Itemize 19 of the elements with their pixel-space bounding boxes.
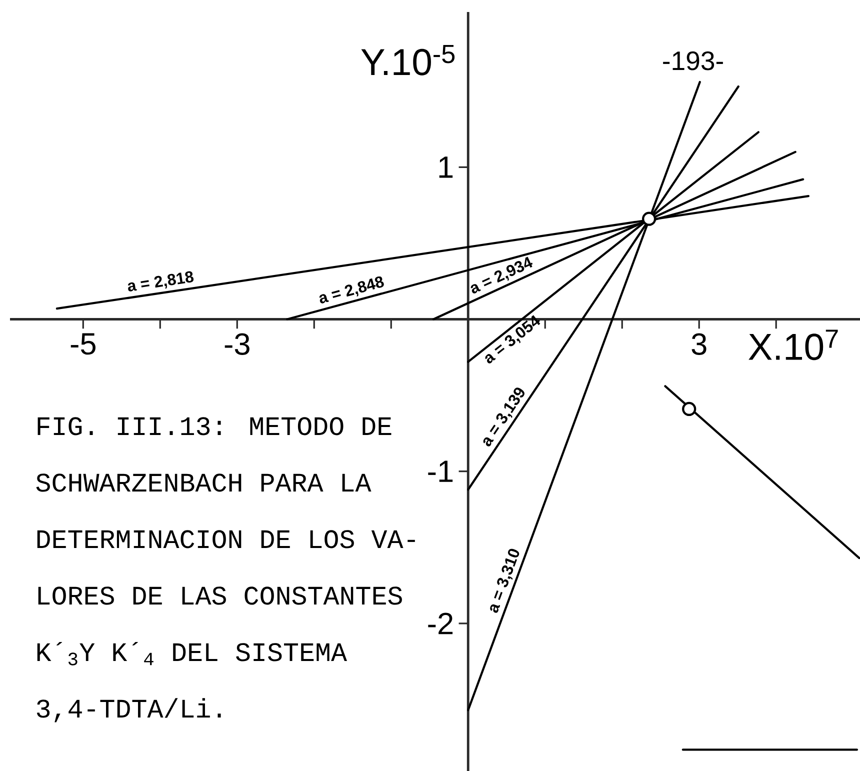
text: a = 2,934 bbox=[470, 256, 533, 294]
annotation: LORES DE LAS CONSTANTES bbox=[38, 586, 402, 605]
y-tick-label: -1 bbox=[428, 460, 453, 482]
annotation: DETERMINACION DE LOS VA- bbox=[37, 530, 415, 548]
x-tick-label: -5 bbox=[70, 333, 96, 355]
text: a = 2,848 bbox=[319, 276, 384, 304]
annotation: SCHWARZENBACH PARA LA bbox=[36, 474, 372, 492]
annotation: -193- bbox=[663, 51, 723, 70]
y-tick-label: -2 bbox=[428, 612, 453, 634]
annotation: 3,4-TDTA/Li. bbox=[36, 698, 221, 722]
annotation: K´$_{3}$Y K´$_{4}$ DEL SISTEMA bbox=[37, 642, 348, 666]
x-tick-label: -3 bbox=[224, 333, 250, 355]
y-axis-title: Y.10$^{-5}$ bbox=[361, 44, 455, 76]
annotation: FIG. III.13: METODO DE bbox=[38, 417, 392, 436]
x-tick-label: 3 bbox=[692, 333, 706, 355]
x-axis-title: X.10$^{7}$ bbox=[748, 330, 838, 360]
y-tick-label: 1 bbox=[439, 156, 453, 178]
text: a = 3,310 bbox=[490, 548, 520, 613]
text: a = 2,818 bbox=[128, 271, 194, 292]
